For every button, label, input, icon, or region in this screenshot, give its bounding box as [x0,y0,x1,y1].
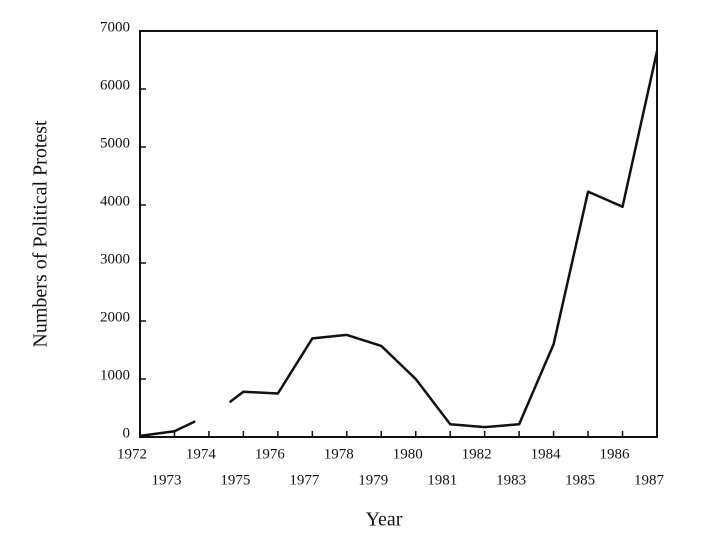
y-tick-label: 3000 [100,251,130,267]
x-tick-label: 1986 [600,446,631,462]
plot-frame [139,30,658,438]
y-tick-label: 0 [123,425,131,441]
x-tick-label: 1984 [531,446,562,462]
y-tick-label: 4000 [100,193,130,209]
x-tick-label: 1976 [255,446,286,462]
x-tick-label: 1973 [151,472,181,488]
x-tick-label: 1979 [358,472,388,488]
y-tick-label: 2000 [100,309,130,325]
x-tick-label: 1983 [496,472,526,488]
y-tick-label: 5000 [100,135,130,151]
x-tick-label: 1987 [634,472,665,488]
y-tick-label: 1000 [100,367,130,383]
y-axis-title: Numbers of Political Protest [30,120,52,348]
y-tick-label: 6000 [100,77,130,93]
data-line [139,420,196,438]
x-tick-label: 1981 [427,472,457,488]
data-line [228,51,659,429]
x-tick-label: 1975 [220,472,250,488]
x-tick-label: 1978 [324,446,354,462]
x-tick-label: 1980 [393,446,423,462]
x-axis-title: Year [366,509,403,531]
x-tick-label: 1974 [186,446,217,462]
x-tick-label: 1977 [289,472,320,488]
x-tick-label: 1982 [462,446,492,462]
x-tick-label: 1972 [117,446,147,462]
x-tick-label: 1985 [565,472,595,488]
y-tick-label: 7000 [100,19,130,35]
